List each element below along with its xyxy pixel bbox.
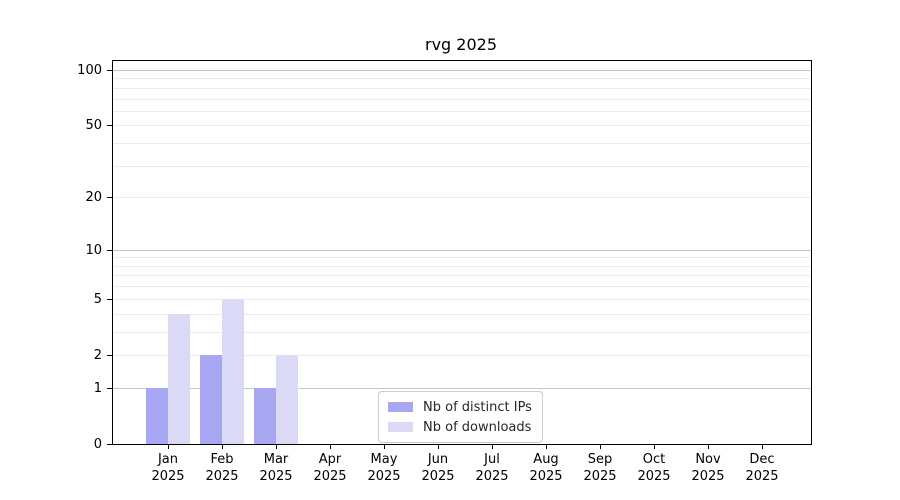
bar xyxy=(168,314,190,444)
minor-gridline xyxy=(113,332,811,333)
minor-gridline xyxy=(113,143,811,144)
x-tick xyxy=(330,445,331,449)
y-tick-label: 10 xyxy=(85,243,102,258)
minor-gridline xyxy=(113,314,811,315)
legend-swatch-downloads-icon xyxy=(388,422,413,432)
minor-gridline xyxy=(113,266,811,267)
y-tick-label: 50 xyxy=(85,118,102,133)
bar xyxy=(254,388,276,444)
x-tick xyxy=(438,445,439,449)
legend-item-distinct-ips: Nb of distinct IPs xyxy=(388,397,533,417)
chart-title: rvg 2025 xyxy=(424,35,497,54)
x-tick xyxy=(222,445,223,449)
bar xyxy=(146,388,168,444)
x-tick-label: Oct 2025 xyxy=(637,452,671,484)
x-tick xyxy=(384,445,385,449)
bar xyxy=(200,355,222,444)
minor-gridline xyxy=(113,257,811,258)
minor-gridline xyxy=(113,299,811,300)
y-tick-label: 20 xyxy=(85,190,102,205)
x-tick-label: May 2025 xyxy=(367,452,401,484)
x-tick-label: Jan 2025 xyxy=(151,452,185,484)
minor-gridline xyxy=(113,197,811,198)
legend: Nb of distinct IPs Nb of downloads xyxy=(378,391,543,443)
major-gridline xyxy=(113,250,811,251)
x-tick-label: Dec 2025 xyxy=(745,452,779,484)
y-tick-label: 0 xyxy=(93,437,102,452)
x-tick xyxy=(762,445,763,449)
x-tick-label: Nov 2025 xyxy=(691,452,725,484)
legend-swatch-distinct-ips-icon xyxy=(388,402,413,412)
x-tick xyxy=(276,445,277,449)
y-tick-label: 5 xyxy=(93,292,102,307)
x-tick-label: Jun 2025 xyxy=(421,452,455,484)
minor-gridline xyxy=(113,78,811,79)
minor-gridline xyxy=(113,275,811,276)
minor-gridline xyxy=(113,125,811,126)
x-tick-label: Aug 2025 xyxy=(529,452,563,484)
minor-gridline xyxy=(113,111,811,112)
x-tick-label: Apr 2025 xyxy=(313,452,347,484)
minor-gridline xyxy=(113,166,811,167)
major-gridline xyxy=(113,388,811,389)
y-tick-label: 100 xyxy=(77,63,102,78)
minor-gridline xyxy=(113,99,811,100)
x-tick-label: Mar 2025 xyxy=(259,452,293,484)
minor-gridline xyxy=(113,88,811,89)
x-tick xyxy=(654,445,655,449)
y-tick-label: 1 xyxy=(93,381,102,396)
legend-label-distinct-ips: Nb of distinct IPs xyxy=(423,399,532,415)
x-tick xyxy=(168,445,169,449)
x-tick xyxy=(492,445,493,449)
plot-area xyxy=(112,60,812,445)
x-tick-label: Jul 2025 xyxy=(475,452,509,484)
x-tick-label: Sep 2025 xyxy=(583,452,617,484)
x-tick xyxy=(708,445,709,449)
bar xyxy=(276,355,298,444)
major-gridline xyxy=(113,70,811,71)
y-tick-label: 2 xyxy=(93,348,102,363)
x-tick xyxy=(546,445,547,449)
legend-item-downloads: Nb of downloads xyxy=(388,417,533,437)
bar xyxy=(222,299,244,444)
legend-label-downloads: Nb of downloads xyxy=(423,419,532,435)
minor-gridline xyxy=(113,286,811,287)
x-tick xyxy=(600,445,601,449)
x-tick-label: Feb 2025 xyxy=(205,452,239,484)
minor-gridline xyxy=(113,355,811,356)
